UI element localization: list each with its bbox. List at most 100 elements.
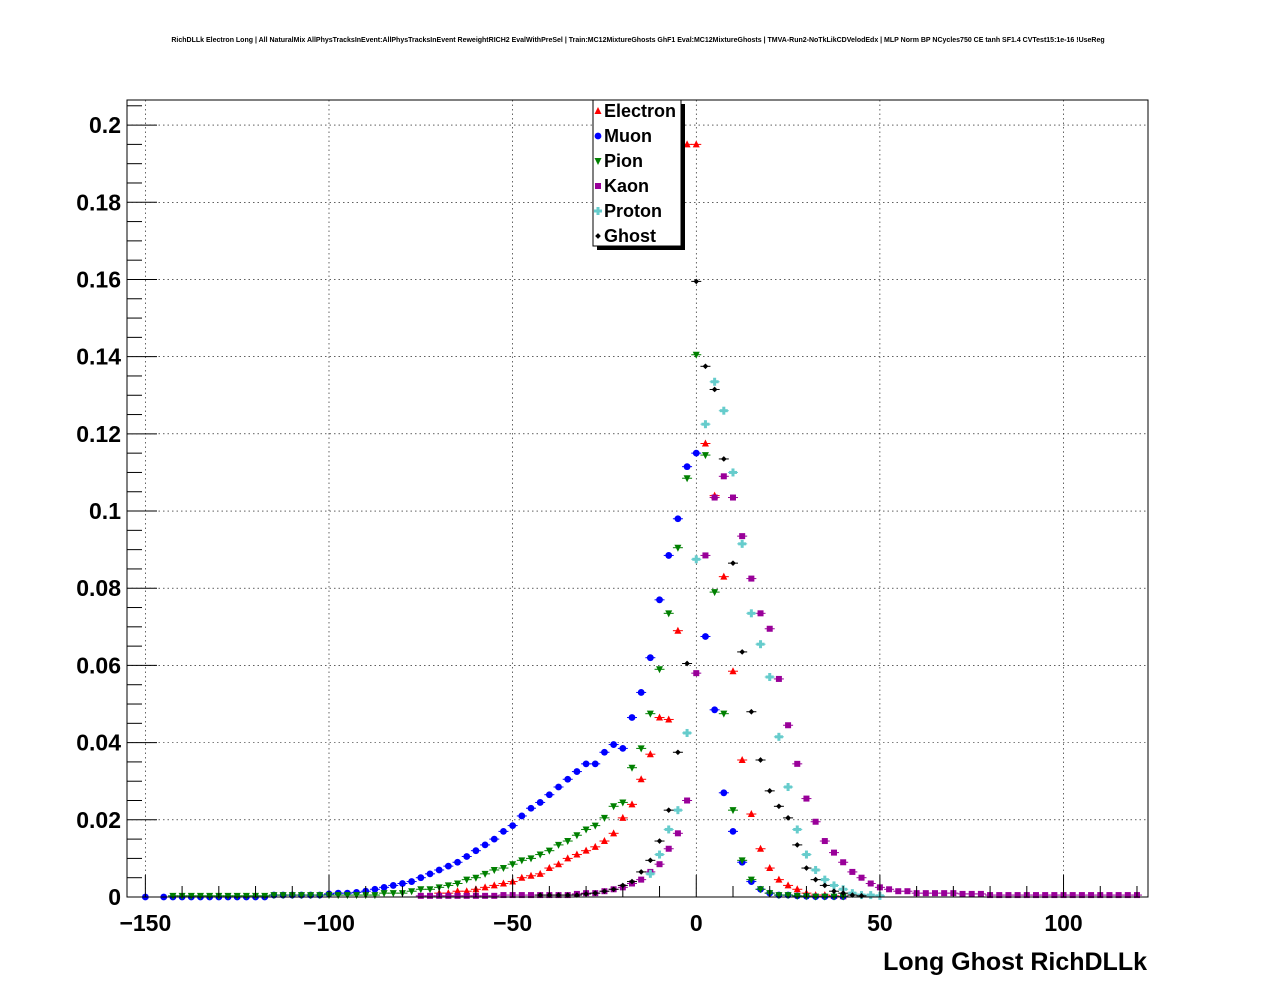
data-point — [718, 789, 729, 797]
data-point — [590, 760, 601, 768]
data-point — [379, 883, 390, 891]
x-tick-label: −100 — [303, 910, 355, 936]
data-point — [525, 804, 536, 812]
y-tick-label: 0.12 — [76, 421, 121, 447]
series-electron — [434, 140, 849, 900]
data-point — [443, 882, 454, 890]
data-point — [562, 892, 573, 898]
data-point — [369, 892, 380, 900]
data-point — [727, 667, 738, 675]
data-point — [663, 825, 674, 834]
data-point — [480, 892, 491, 899]
data-point — [709, 589, 720, 597]
data-point — [415, 886, 426, 894]
legend-box — [592, 99, 682, 247]
data-point — [654, 713, 665, 721]
data-point — [259, 892, 270, 900]
data-point — [654, 596, 665, 604]
data-point — [792, 825, 803, 834]
legend-marker — [594, 132, 602, 140]
data-point — [608, 741, 619, 748]
legend-label: Electron — [604, 101, 676, 121]
data-point — [682, 728, 693, 737]
data-point — [571, 892, 582, 898]
data-point — [1076, 892, 1087, 899]
legend-entry-muon: Muon — [594, 126, 652, 146]
series-pion — [167, 351, 849, 901]
data-point — [663, 610, 674, 618]
data-point — [682, 463, 693, 471]
data-point — [746, 810, 757, 818]
data-point — [590, 822, 601, 830]
data-point — [645, 750, 656, 758]
data-point — [626, 800, 637, 808]
data-point — [700, 633, 711, 640]
data-point — [443, 892, 454, 899]
legend-entry-ghost: Ghost — [595, 226, 656, 246]
data-point — [599, 814, 610, 822]
data-point — [718, 572, 729, 580]
data-point — [1049, 892, 1060, 899]
data-point — [232, 892, 243, 900]
legend-label: Muon — [604, 126, 652, 146]
data-point — [461, 853, 472, 860]
data-point — [764, 864, 775, 872]
data-point — [700, 552, 711, 559]
data-point — [865, 891, 876, 900]
data-point — [525, 892, 536, 899]
data-point — [755, 757, 766, 763]
data-point — [397, 880, 408, 887]
data-point — [507, 861, 518, 869]
data-point — [957, 890, 968, 897]
y-tick-label: 0.04 — [76, 730, 121, 756]
data-point — [792, 842, 803, 848]
y-tick-label: 0.02 — [76, 807, 121, 833]
y-tick-label: 0.14 — [76, 344, 121, 370]
data-point — [654, 838, 665, 844]
data-point — [571, 768, 582, 775]
data-point — [636, 876, 647, 883]
data-point — [562, 838, 573, 846]
data-point — [709, 706, 720, 714]
data-point — [755, 640, 766, 649]
data-point — [599, 888, 610, 895]
series-ghost — [535, 278, 867, 899]
series-kaon — [415, 473, 1142, 899]
data-point — [342, 892, 353, 900]
data-point — [636, 689, 647, 696]
data-point — [590, 842, 601, 850]
x-axis: −150 −100 −50 0 50 100 — [119, 875, 1138, 936]
series-muon — [140, 449, 849, 901]
data-point — [415, 892, 426, 899]
data-point — [424, 892, 435, 899]
y-axis: 0 0.02 0.04 0.06 0.08 0.1 0.12 0.14 0.16 0.18 0.2 — [76, 105, 157, 910]
data-point — [672, 830, 683, 837]
data-point — [1086, 892, 1097, 899]
data-point — [388, 890, 399, 898]
data-point — [480, 870, 491, 878]
data-point — [617, 799, 628, 807]
legend: Electron Muon Pion Kaon Proton Ghost — [592, 99, 685, 250]
data-point — [305, 892, 316, 900]
data-point — [406, 888, 417, 896]
data-point — [691, 140, 702, 148]
data-point — [626, 714, 637, 721]
data-point — [525, 855, 536, 863]
legend-entry-kaon: Kaon — [595, 176, 649, 196]
data-point — [535, 892, 546, 898]
data-point — [654, 861, 665, 868]
data-point — [746, 708, 757, 715]
data-point — [801, 850, 812, 859]
data-point — [544, 864, 555, 872]
data-point — [672, 515, 683, 523]
data-point — [645, 654, 656, 662]
data-point — [470, 874, 481, 882]
data-point — [1012, 892, 1023, 899]
data-point — [461, 892, 472, 899]
data-point — [691, 555, 702, 564]
data-point — [884, 886, 895, 893]
data-point — [994, 892, 1005, 899]
data-point — [700, 439, 711, 447]
data-point — [608, 803, 619, 811]
data-point — [773, 875, 784, 883]
